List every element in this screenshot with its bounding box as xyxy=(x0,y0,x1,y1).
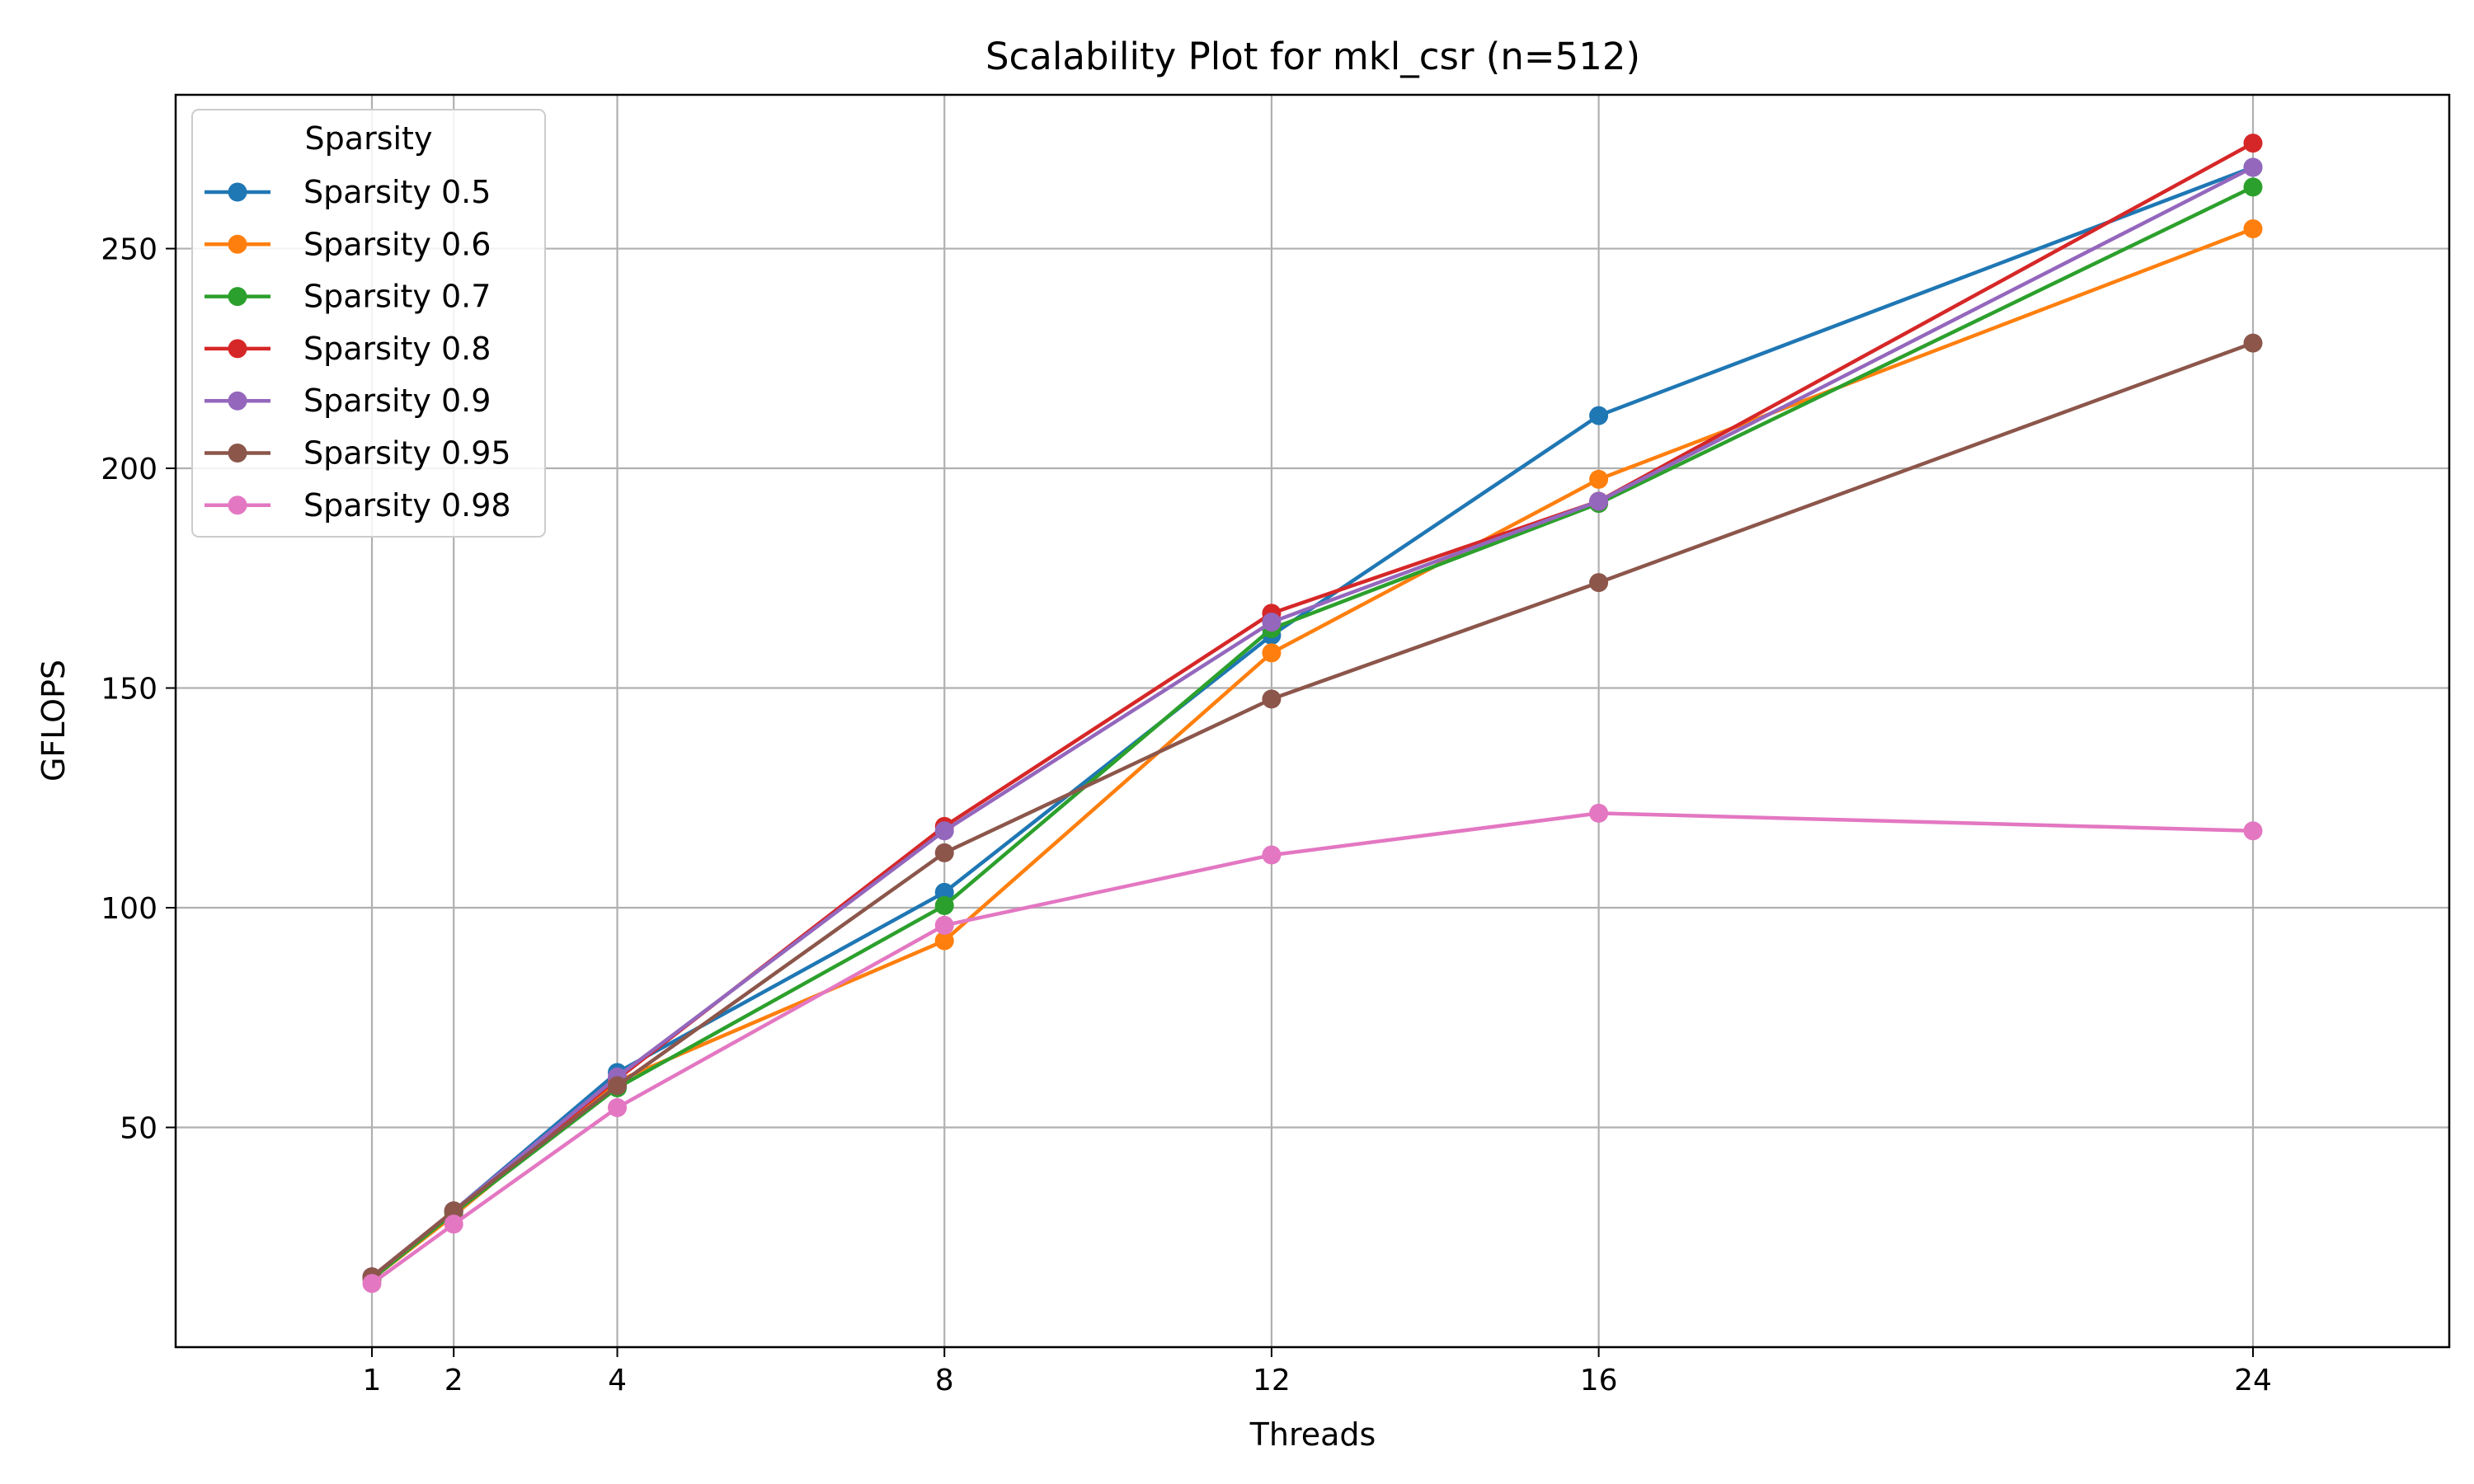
data-point xyxy=(2243,134,2263,153)
y-tick-label: 200 xyxy=(101,453,158,486)
data-point xyxy=(608,1098,628,1118)
data-point xyxy=(444,1214,463,1234)
data-point xyxy=(934,882,954,902)
data-point xyxy=(1589,406,1609,425)
legend-entry: Sparsity 0.9 xyxy=(205,383,491,419)
legend-marker xyxy=(228,444,247,463)
legend-entry: Sparsity 0.6 xyxy=(205,226,491,262)
data-point xyxy=(362,1274,382,1294)
x-axis-label: Threads xyxy=(1249,1416,1376,1453)
legend-entry: Sparsity 0.8 xyxy=(205,331,491,367)
data-point xyxy=(1589,573,1609,593)
data-point xyxy=(1589,469,1609,489)
y-tick-label: 250 xyxy=(101,233,158,267)
data-point xyxy=(2243,219,2263,239)
data-point xyxy=(934,895,954,915)
data-point xyxy=(2243,821,2263,841)
series-6 xyxy=(362,803,2263,1294)
legend-frame xyxy=(191,109,546,538)
x-tick-label: 16 xyxy=(1580,1364,1618,1397)
series-5 xyxy=(362,333,2263,1287)
legend-label: Sparsity 0.7 xyxy=(303,279,491,315)
y-tick-label: 150 xyxy=(101,673,158,707)
data-point xyxy=(1262,845,1282,865)
data-point xyxy=(934,821,954,841)
data-point xyxy=(1589,803,1609,823)
x-tick-label: 24 xyxy=(2234,1364,2272,1397)
y-tick-label: 50 xyxy=(120,1112,158,1146)
legend-label: Sparsity 0.5 xyxy=(303,174,491,210)
data-point xyxy=(1262,689,1282,709)
legend-marker xyxy=(228,495,247,515)
legend-entry: Sparsity 0.95 xyxy=(205,435,511,472)
x-tick-label: 4 xyxy=(608,1364,627,1397)
plot-frame xyxy=(174,93,2451,1349)
x-tick-label: 8 xyxy=(935,1364,954,1397)
legend-entries: Sparsity 0.5 Sparsity 0.6 Sparsity 0.7 Spar… xyxy=(205,174,511,524)
legend-label: Sparsity 0.95 xyxy=(303,435,511,472)
legend-label: Sparsity 0.6 xyxy=(303,226,491,262)
legend-marker xyxy=(228,234,247,254)
x-tick-label: 2 xyxy=(444,1364,463,1397)
data-point xyxy=(608,1076,628,1096)
legend-marker xyxy=(228,182,247,202)
y-tick-label: 100 xyxy=(101,892,158,926)
data-point xyxy=(1589,491,1609,511)
legend-entry: Sparsity 0.98 xyxy=(205,487,511,524)
legend-title: Sparsity xyxy=(305,120,433,157)
data-point xyxy=(2243,157,2263,177)
data-point xyxy=(934,931,954,951)
data-point xyxy=(934,915,954,935)
data-point xyxy=(444,1201,463,1221)
x-tick-label: 12 xyxy=(1253,1364,1291,1397)
data-point xyxy=(1262,643,1282,663)
data-point xyxy=(2243,333,2263,353)
legend-entry: Sparsity 0.7 xyxy=(205,279,491,315)
legend-marker xyxy=(228,339,247,359)
data-point xyxy=(1262,613,1282,632)
data-point xyxy=(934,843,954,862)
chart-title: Scalability Plot for mkl_csr (n=512) xyxy=(985,35,1640,78)
legend-label: Sparsity 0.98 xyxy=(303,487,511,524)
legend-label: Sparsity 0.8 xyxy=(303,331,491,367)
legend-entry: Sparsity 0.5 xyxy=(205,174,491,210)
x-tick-label: 1 xyxy=(363,1364,382,1397)
legend-marker xyxy=(228,391,247,411)
data-point xyxy=(2243,177,2263,197)
legend-marker xyxy=(228,287,247,307)
y-axis-label: GFLOPS xyxy=(35,660,72,782)
series-layer xyxy=(362,134,2263,1294)
legend-label: Sparsity 0.9 xyxy=(303,383,491,419)
